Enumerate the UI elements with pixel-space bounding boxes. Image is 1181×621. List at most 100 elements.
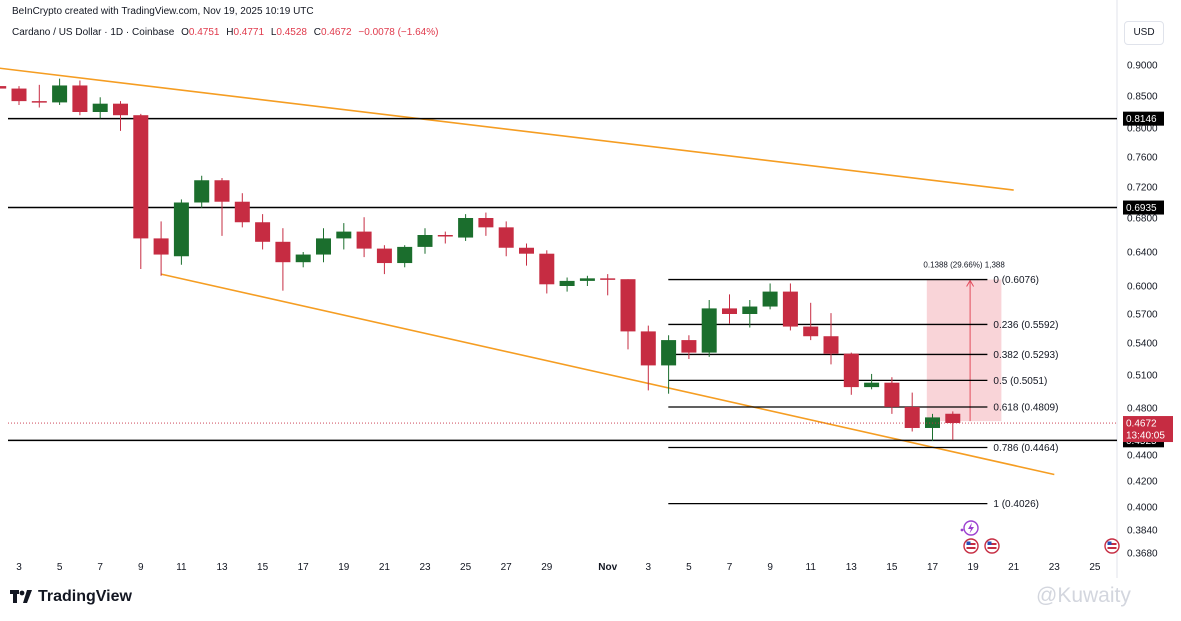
open-label: O [181,27,189,38]
candle-body [153,238,169,255]
candle [782,283,798,331]
price-axis-tick-label: 0.3680 [1127,549,1158,560]
us-flag-event-icon-stripe [987,547,997,549]
candle-body [133,115,149,239]
candle [640,325,656,391]
candle-body [864,382,880,388]
currency-button[interactable]: USD [1124,21,1164,45]
candle-body [782,291,798,327]
candle [864,373,880,390]
time-axis-tick-label: 11 [806,562,817,573]
candle-body [194,180,210,203]
price-axis-tick-label: 0.7600 [1127,153,1158,164]
candle [762,283,778,310]
candle-body [92,103,108,112]
candle [376,245,392,275]
us-flag-event-icon-ring [1104,538,1120,554]
us-flag-event-icon-ring [984,538,1000,554]
horizontal-level-tag [1123,111,1164,126]
candle-body [742,306,758,314]
time-axis-tick-label: 7 [727,562,733,573]
time-axis-tick-label: Nov [598,562,617,573]
price-axis-tick-label: 0.4800 [1127,404,1158,415]
candle-body [559,280,575,286]
candle-body [945,413,961,424]
candle-body [173,202,189,257]
fib-level-label: 0.382 (0.5293) [993,350,1058,361]
candle [194,175,210,208]
low-label: L [270,27,277,38]
candle [316,228,331,263]
candle-body [295,254,311,263]
candle [559,277,575,292]
time-axis-tick-label: 19 [968,562,980,573]
candle-body [579,278,595,281]
candle [0,86,7,89]
price-range-area [926,279,1002,422]
time-axis: 3 5 7 9 11 13 15 17 19 21 23 25 27 29 Nov 3 5 7 9 11 13 15 17 1… [16,562,1101,573]
time-axis-tick-label: 11 [176,562,187,573]
candle-body [519,247,534,254]
lightning-event-bolt [968,522,974,534]
tradingview-logo-icon [10,590,32,603]
symbol-title[interactable]: Cardano / US Dollar · 1D · Coinbase [12,27,175,38]
candle [843,352,859,395]
candle [884,377,900,414]
price-axis-tick-label: 0.8000 [1127,124,1158,135]
candle-body [417,235,433,247]
lightning-event-icon [960,520,979,536]
low-value: 0.4528 [276,27,307,38]
watermark: @Kuwaity [1036,584,1131,607]
candle-body [904,406,920,428]
fib-level-label: 0.618 (0.4809) [993,403,1058,414]
candle-body [397,246,413,264]
time-axis-tick-label: 17 [927,562,939,573]
time-axis-tick-label: 9 [138,562,144,573]
horizontal-level: 0.4525 [8,433,1164,448]
us-flag-event-icon [963,538,979,554]
candle [234,193,250,228]
time-axis-tick-label: 25 [1089,562,1101,573]
price-axis-tick-label: 0.8500 [1127,92,1158,103]
candle [498,221,514,257]
time-axis-tick-label: 19 [338,562,350,573]
horizontal-level: 0.6935 [8,200,1164,215]
candle [31,84,47,108]
candle [600,274,616,296]
price-axis-tick-label: 0.9000 [1127,61,1158,72]
price-axis-tick-label: 0.4000 [1127,503,1158,514]
candle [519,243,534,266]
candle [397,245,413,268]
us-flag-event-icon-stripe [1107,547,1117,549]
us-flag-event-icon-stripe [1107,543,1117,545]
price-axis-tick-label: 0.6000 [1127,282,1158,293]
candle [214,178,230,236]
time-axis-tick-label: 13 [216,562,228,573]
current-price-tag-box [1123,416,1173,443]
us-flag-event-icon [984,538,1000,554]
candle-body [762,291,778,307]
price-axis-tick-label: 0.4200 [1127,477,1158,488]
candle-body [234,201,250,223]
time-axis-tick-label: 17 [298,562,310,573]
price-axis-tick-label: 0.3840 [1127,526,1158,537]
open-value: 0.4751 [188,27,220,38]
candle-body [11,88,27,102]
change-value: −0.0078 (−1.64%) [358,27,439,38]
candle-body [600,278,616,280]
candle [173,199,189,265]
time-axis-tick-label: 15 [886,562,898,573]
candle [52,78,68,105]
candle [295,252,311,268]
candle-body [843,353,859,388]
current-price-countdown: 13:40:05 [1126,431,1165,442]
tradingview-logo-text: TradingView [38,588,132,605]
horizontal-level-tag-label: 0.8146 [1126,114,1157,125]
candle [458,214,474,241]
price-range-measure: 0.1388 (29.66%) 1,388 [923,261,1005,422]
candle-body [316,238,331,255]
us-flag-event-icon-canton [1107,541,1112,545]
candle [742,300,758,328]
